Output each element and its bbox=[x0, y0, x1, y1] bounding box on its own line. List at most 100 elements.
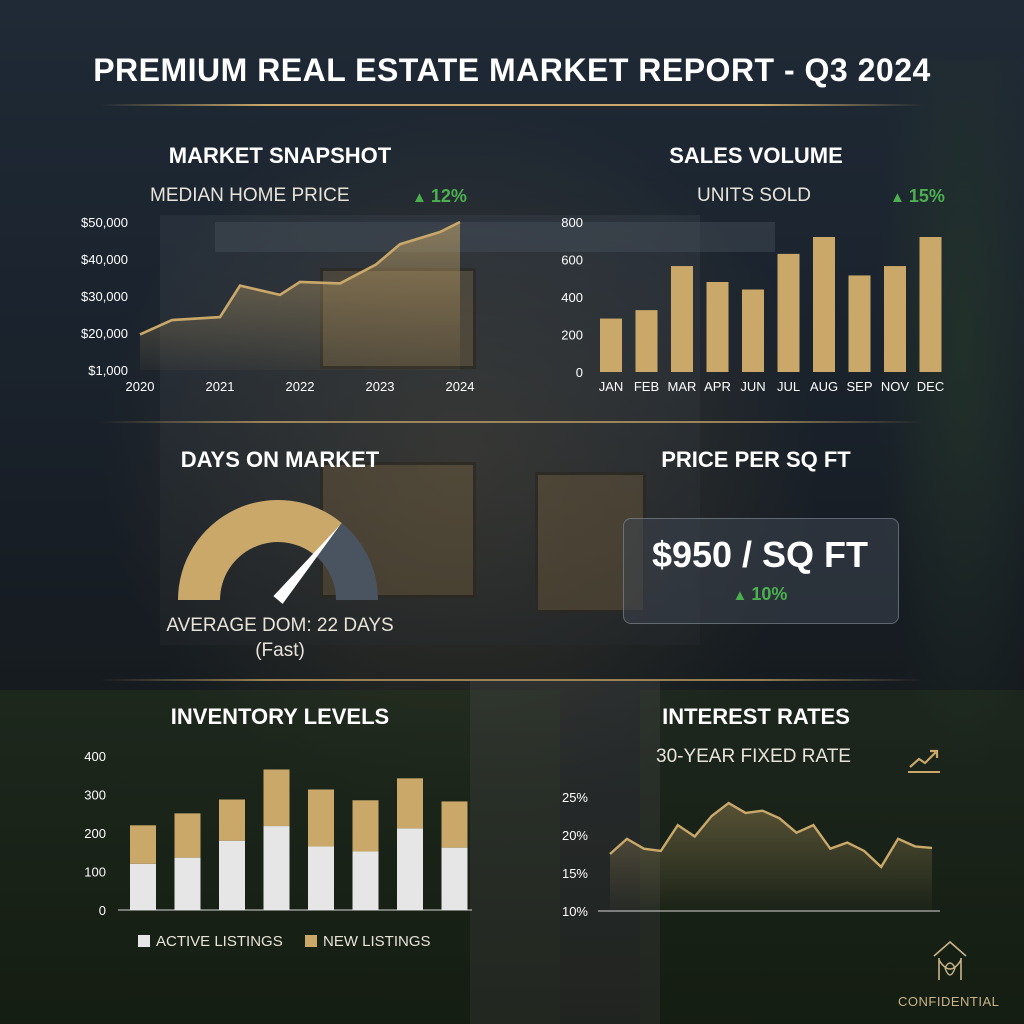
new-listings-bar bbox=[308, 789, 334, 847]
active-listings-bar bbox=[441, 847, 468, 910]
confidential-label: CONFIDENTIAL bbox=[898, 994, 1000, 1009]
trend-up-icon bbox=[908, 749, 940, 773]
active-listings-bar bbox=[219, 840, 245, 910]
new-listings-bar bbox=[263, 769, 290, 827]
y-tick-label: 400 bbox=[561, 290, 583, 305]
y-tick-label: 25% bbox=[562, 790, 588, 805]
title-divider bbox=[100, 104, 924, 106]
x-tick-label: AUG bbox=[810, 379, 838, 394]
x-tick-label: JUN bbox=[740, 379, 765, 394]
new-listings-bar bbox=[441, 801, 468, 848]
x-tick-label: DEC bbox=[917, 379, 944, 394]
units-sold-bar bbox=[635, 310, 658, 372]
legend-new-listings: NEW LISTINGS bbox=[305, 933, 431, 950]
interest-rates-title: INTEREST RATES bbox=[662, 704, 850, 729]
section-divider bbox=[100, 679, 924, 681]
price-per-sqft-card bbox=[623, 518, 899, 624]
y-tick-label: 800 bbox=[561, 215, 583, 230]
fixed-rate-subtitle: 30-YEAR FIXED RATE bbox=[656, 746, 851, 767]
price-per-sqft-change: ▲ 10% bbox=[623, 584, 897, 605]
y-tick-label: $40,000 bbox=[81, 252, 128, 267]
active-listings-bar bbox=[308, 846, 334, 910]
y-tick-label: 200 bbox=[84, 826, 106, 841]
triangle-up-icon: ▲ bbox=[732, 587, 748, 604]
active-listings-bar bbox=[352, 851, 379, 910]
y-tick-label: 600 bbox=[561, 253, 583, 268]
x-tick-label: FEB bbox=[634, 379, 659, 394]
units-sold-change: ▲ 15% bbox=[890, 186, 945, 207]
x-tick-label: 2020 bbox=[126, 379, 155, 394]
legend-swatch-new bbox=[305, 935, 317, 947]
units-sold-change-value: 15% bbox=[908, 186, 945, 206]
units-sold-bar bbox=[884, 266, 906, 372]
logo-icon bbox=[933, 940, 967, 980]
page-title: PREMIUM REAL ESTATE MARKET REPORT - Q3 2… bbox=[93, 52, 931, 88]
units-sold-bar bbox=[813, 237, 835, 372]
dom-note: (Fast) bbox=[255, 640, 305, 661]
legend-label-active: ACTIVE LISTINGS bbox=[156, 933, 283, 950]
y-tick-label: 300 bbox=[84, 788, 106, 803]
background-tree bbox=[874, 60, 1024, 780]
y-tick-label: $50,000 bbox=[81, 215, 128, 230]
gauge-fill bbox=[178, 500, 342, 600]
fixed-rate-line bbox=[609, 801, 933, 869]
x-tick-label: SEP bbox=[846, 379, 872, 394]
legend-swatch-active bbox=[138, 935, 150, 947]
y-tick-label: $30,000 bbox=[81, 289, 128, 304]
average-dom-label: AVERAGE DOM: 22 DAYS bbox=[166, 615, 394, 636]
dom-gauge bbox=[178, 500, 378, 604]
triangle-up-icon: ▲ bbox=[890, 189, 905, 206]
median-price-line bbox=[139, 220, 461, 336]
units-sold-bar bbox=[848, 275, 871, 372]
median-price-change: ▲ 12% bbox=[412, 186, 467, 207]
x-tick-label: 2023 bbox=[366, 379, 395, 394]
x-tick-label: MAR bbox=[668, 379, 697, 394]
units-sold-bar bbox=[706, 282, 729, 372]
y-tick-label: 10% bbox=[562, 904, 588, 919]
y-tick-label: $1,000 bbox=[88, 363, 128, 378]
new-listings-bar bbox=[397, 778, 423, 829]
section-divider bbox=[100, 421, 924, 423]
median-price-area bbox=[140, 222, 460, 370]
y-tick-label: 100 bbox=[84, 865, 106, 880]
y-tick-label: 20% bbox=[562, 828, 588, 843]
x-tick-label: NOV bbox=[881, 379, 910, 394]
x-tick-label: APR bbox=[704, 379, 731, 394]
background-roof bbox=[215, 222, 775, 252]
y-tick-label: 15% bbox=[562, 866, 588, 881]
x-tick-label: JAN bbox=[599, 379, 624, 394]
active-listings-bar bbox=[174, 857, 201, 910]
new-listings-bar bbox=[219, 799, 245, 841]
x-tick-label: 2022 bbox=[286, 379, 315, 394]
triangle-up-icon: ▲ bbox=[412, 189, 427, 206]
active-listings-bar bbox=[397, 828, 423, 910]
market-snapshot-title: MARKET SNAPSHOT bbox=[168, 143, 392, 168]
new-listings-bar bbox=[352, 800, 379, 852]
units-sold-bar bbox=[777, 253, 800, 372]
y-tick-label: 0 bbox=[99, 903, 106, 918]
legend-label-new: NEW LISTINGS bbox=[323, 933, 431, 950]
x-tick-label: 2024 bbox=[446, 379, 475, 394]
median-price-change-value: 12% bbox=[430, 186, 467, 206]
price-per-sqft-change-value: 10% bbox=[751, 584, 788, 604]
days-on-market-title: DAYS ON MARKET bbox=[180, 447, 380, 472]
units-sold-subtitle: UNITS SOLD bbox=[697, 185, 812, 206]
units-sold-bar bbox=[742, 289, 764, 372]
y-tick-label: 400 bbox=[84, 749, 106, 764]
units-sold-bar bbox=[600, 318, 622, 372]
fixed-rate-area bbox=[610, 803, 932, 911]
price-per-sqft-title: PRICE PER SQ FT bbox=[661, 447, 851, 472]
y-tick-label: 0 bbox=[576, 365, 583, 380]
new-listings-bar bbox=[130, 825, 156, 864]
legend-active-listings: ACTIVE LISTINGS bbox=[138, 933, 283, 950]
sales-volume-title: SALES VOLUME bbox=[669, 143, 843, 168]
inventory-title: INVENTORY LEVELS bbox=[170, 704, 390, 729]
x-tick-label: JUL bbox=[777, 379, 800, 394]
median-price-subtitle: MEDIAN HOME PRICE bbox=[150, 185, 350, 206]
units-sold-bar bbox=[919, 237, 942, 372]
price-per-sqft-value: $950 / SQ FT bbox=[651, 534, 869, 575]
gauge-needle bbox=[273, 524, 341, 604]
active-listings-bar bbox=[263, 826, 290, 910]
new-listings-bar bbox=[174, 813, 201, 858]
